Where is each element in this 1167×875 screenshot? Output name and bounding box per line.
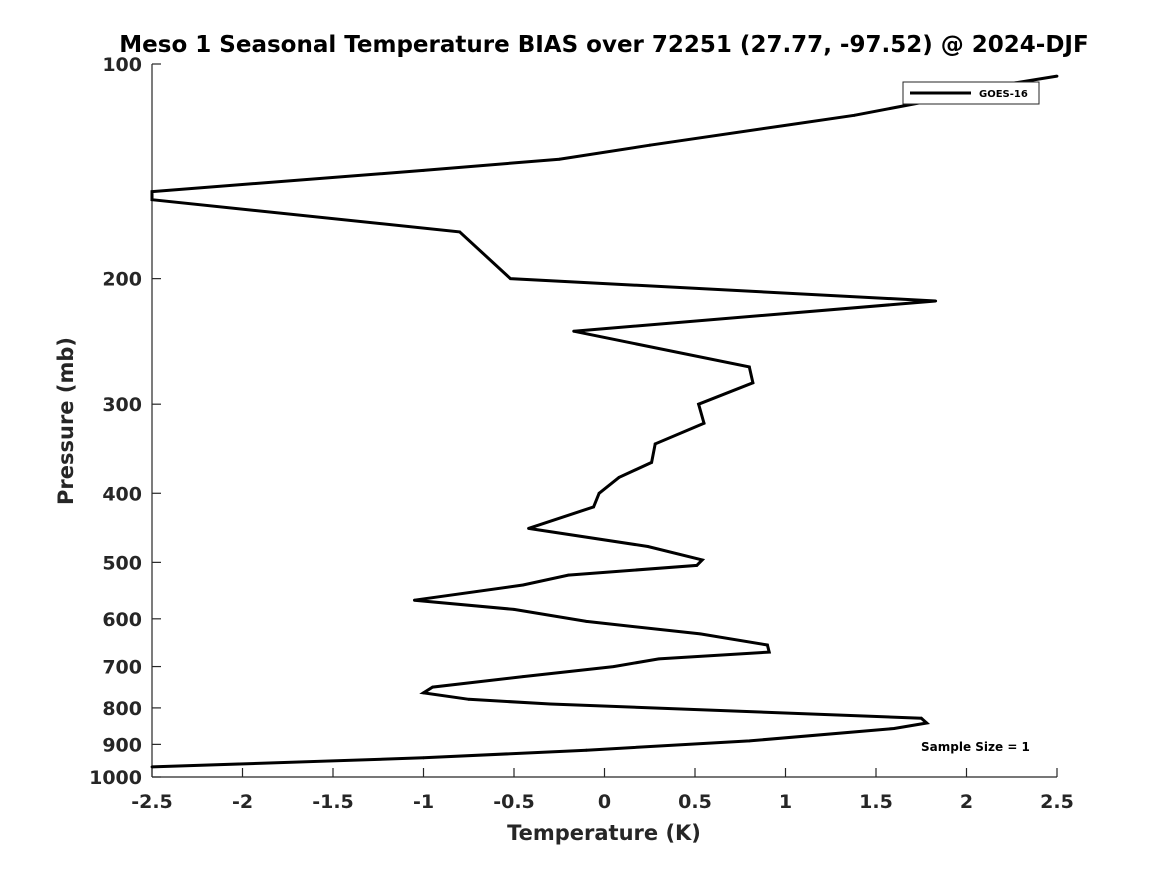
data-point (752, 381, 755, 384)
data-point (768, 651, 771, 654)
data-point (934, 300, 937, 303)
data-point (654, 443, 657, 446)
data-point (413, 599, 416, 602)
y-axis-label: Pressure (mb) (54, 337, 78, 505)
data-point (151, 198, 154, 201)
data-point (701, 559, 704, 562)
x-tick-label: 1 (779, 791, 792, 813)
data-point (647, 545, 650, 548)
x-axis-label: Temperature (K) (507, 821, 701, 845)
data-point (522, 675, 525, 678)
x-tick-label: 2.5 (1040, 791, 1074, 813)
x-tick-label: -1.5 (312, 791, 354, 813)
x-tick-label: 0.5 (678, 791, 712, 813)
y-tick-label: 300 (102, 394, 142, 416)
x-tick-label: 0 (598, 791, 611, 813)
data-point (598, 492, 601, 495)
data-point (703, 422, 706, 425)
data-point (650, 461, 653, 464)
data-point (920, 717, 923, 720)
data-point (766, 644, 769, 647)
data-point (509, 277, 512, 280)
data-point (748, 740, 751, 743)
y-tick-label: 800 (102, 698, 142, 720)
data-point (695, 564, 698, 567)
data-point (585, 620, 588, 623)
x-tick-label: -1 (413, 791, 434, 813)
data-point (422, 691, 425, 694)
data-point (618, 476, 621, 479)
data-point (648, 144, 651, 147)
data-point (522, 584, 525, 587)
data-point (431, 686, 434, 689)
data-point (558, 158, 561, 161)
data-point (1056, 75, 1059, 78)
data-point (748, 366, 751, 369)
data-point (151, 190, 154, 193)
data-point (567, 574, 570, 577)
data-point (697, 403, 700, 406)
data-point (657, 658, 660, 661)
y-tick-label: 700 (102, 657, 142, 679)
data-point (585, 749, 588, 752)
y-tick-label: 900 (102, 734, 142, 756)
x-tick-label: -2 (232, 791, 253, 813)
data-point (527, 527, 530, 530)
y-tick-label: 400 (102, 483, 142, 505)
data-point (699, 633, 702, 636)
legend: GOES-16 (903, 82, 1039, 104)
data-point (513, 608, 516, 611)
data-point (151, 766, 154, 769)
legend-label-goes-16: GOES-16 (979, 89, 1028, 100)
chart-title: Meso 1 Seasonal Temperature BIAS over 72… (119, 32, 1088, 58)
data-point (853, 114, 856, 117)
data-point (458, 231, 461, 234)
data-point (467, 698, 470, 701)
x-tick-label: 1.5 (859, 791, 893, 813)
x-tick-label: -0.5 (493, 791, 535, 813)
data-point (422, 169, 425, 172)
y-tick-label: 100 (102, 54, 142, 76)
data-point (422, 756, 425, 759)
data-point (572, 330, 575, 333)
data-point (925, 722, 928, 725)
x-tick-label: -2.5 (131, 791, 173, 813)
y-tick-label: 1000 (89, 767, 142, 789)
data-point (893, 727, 896, 730)
data-point (612, 665, 615, 668)
data-point (549, 703, 552, 706)
y-tick-label: 200 (102, 269, 142, 291)
y-tick-label: 600 (102, 609, 142, 631)
x-tick-label: 2 (960, 791, 973, 813)
data-point (592, 506, 595, 509)
sample-size-annotation: Sample Size = 1 (921, 740, 1030, 754)
y-tick-label: 500 (102, 552, 142, 574)
